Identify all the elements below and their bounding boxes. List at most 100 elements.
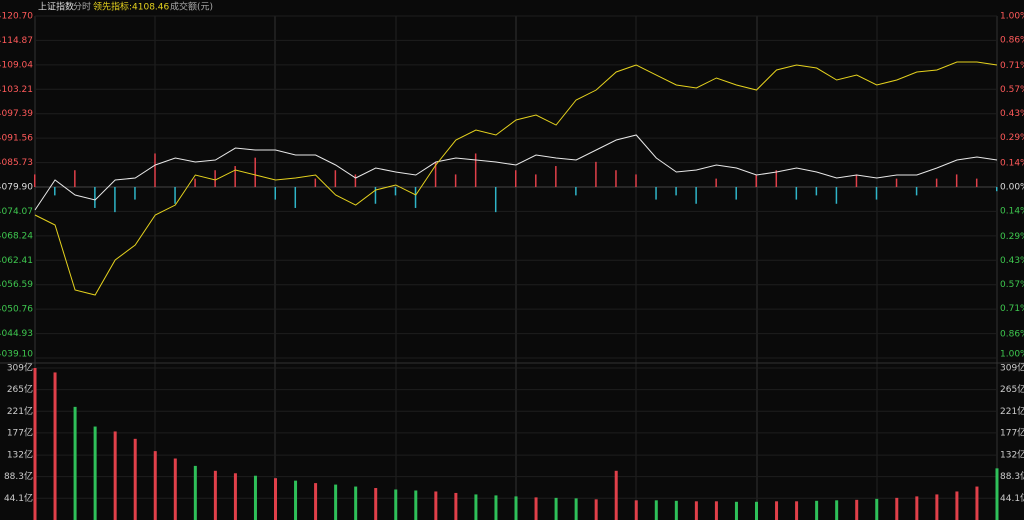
volume-bar	[153, 451, 157, 520]
momentum-bar	[575, 187, 577, 196]
momentum-bar	[114, 187, 116, 213]
turnover-label: 成交额(元)	[170, 1, 213, 13]
volume-bar	[33, 368, 37, 520]
volume-bar	[73, 406, 77, 520]
momentum-bar	[414, 187, 417, 208]
volume-bar	[53, 372, 57, 520]
volume-bar	[594, 499, 598, 520]
momentum-bar	[494, 187, 497, 213]
volume-bar	[915, 496, 919, 520]
momentum-bar	[154, 153, 156, 187]
volume-bar	[875, 498, 879, 520]
y2-tick-label: 0.57%	[1000, 85, 1024, 95]
momentum-bar	[775, 170, 778, 187]
momentum-bar	[915, 187, 918, 196]
momentum-bar	[635, 174, 637, 187]
index-name[interactable]: 上证指数	[38, 1, 74, 13]
momentum-bar	[835, 187, 838, 204]
y2-tick-label: 132亿	[1000, 449, 1024, 461]
y2-tick-label: 0.71%	[1000, 61, 1024, 71]
y-tick-label: 177亿	[7, 426, 33, 438]
volume-bar	[654, 500, 658, 520]
momentum-bar	[815, 187, 818, 196]
momentum-bar	[214, 170, 216, 187]
momentum-bar	[655, 187, 657, 200]
y2-tick-label: 309亿	[1000, 362, 1024, 374]
momentum-bar	[94, 187, 96, 208]
y2-tick-label: 0.00%	[1000, 183, 1024, 193]
momentum-bar	[54, 187, 56, 196]
momentum-bar	[675, 187, 677, 196]
volume-bar	[294, 480, 298, 520]
volume-bar	[414, 490, 418, 520]
volume-bar	[955, 491, 959, 520]
volume-bar	[614, 470, 618, 520]
mode[interactable]: 分时	[73, 1, 91, 13]
y-tick-label: 309亿	[7, 362, 33, 374]
volume-bar	[835, 500, 839, 520]
momentum-bar	[334, 170, 337, 187]
momentum-bar	[74, 170, 76, 187]
momentum-bar	[294, 187, 297, 208]
volume-bar	[374, 488, 378, 520]
volume-bar	[133, 438, 137, 520]
momentum-bar	[454, 174, 457, 187]
momentum-bar	[134, 187, 136, 200]
y-tick-label: 4068.24	[0, 231, 33, 241]
volume-bar	[694, 501, 698, 520]
momentum-bar	[735, 187, 737, 200]
y2-tick-label: 0.14%	[1000, 206, 1024, 216]
vertical-grid	[0, 16, 1024, 520]
y2-tick-label: 221亿	[1000, 405, 1024, 417]
volume-bar	[474, 494, 478, 520]
momentum-bar	[875, 187, 878, 200]
price-line	[34, 134, 998, 211]
volume-bar	[895, 497, 899, 520]
volume-bar	[775, 501, 779, 520]
volume-bar	[253, 475, 257, 520]
y2-tick-label: 265亿	[1000, 383, 1024, 395]
y-tick-label: 221亿	[7, 405, 33, 417]
momentum-bar	[895, 178, 898, 187]
momentum-bar	[695, 187, 697, 204]
momentum-bar	[354, 174, 357, 187]
y2-tick-label: 0.29%	[1000, 133, 1024, 143]
y-tick-label: 4085.73	[0, 158, 33, 168]
y2-tick-label: 177亿	[1000, 426, 1024, 438]
volume-bar	[574, 498, 578, 520]
volume-bar	[454, 492, 458, 520]
momentum-bar	[795, 187, 798, 200]
volume-bar	[534, 497, 538, 520]
volume-bar	[113, 431, 117, 520]
volume-bar	[314, 483, 318, 520]
momentum-bar	[996, 187, 998, 192]
y2-tick-label: 0.43%	[1000, 256, 1024, 266]
y-tick-label: 4039.10	[0, 350, 33, 360]
y-tick-label: 4114.87	[0, 36, 33, 46]
y-tick-label: 4050.76	[0, 305, 33, 315]
momentum-bar	[755, 174, 757, 187]
momentum-bar	[515, 170, 517, 187]
momentum-bar	[595, 161, 597, 187]
volume-bar	[434, 491, 438, 520]
volume-bar	[213, 470, 217, 520]
lead-label: 领先指标:4108.46	[93, 1, 170, 13]
volume-bar	[274, 478, 277, 520]
y2-tick-label: 0.43%	[1000, 109, 1024, 119]
momentum-bar	[434, 161, 437, 187]
momentum-bar	[474, 153, 477, 187]
volume-bar	[394, 489, 398, 520]
y2-tick-label: 0.29%	[1000, 232, 1024, 242]
volume-bar	[514, 496, 518, 520]
volume-bar	[995, 468, 999, 520]
volume-bar	[93, 426, 97, 520]
momentum-bar	[174, 187, 176, 204]
y-tick-label: 4056.59	[0, 280, 33, 290]
y-tick-label: 88.3亿	[4, 470, 33, 482]
momentum-bar	[935, 178, 938, 187]
y2-tick-label: 0.71%	[1000, 304, 1024, 314]
momentum-bar	[34, 174, 36, 187]
